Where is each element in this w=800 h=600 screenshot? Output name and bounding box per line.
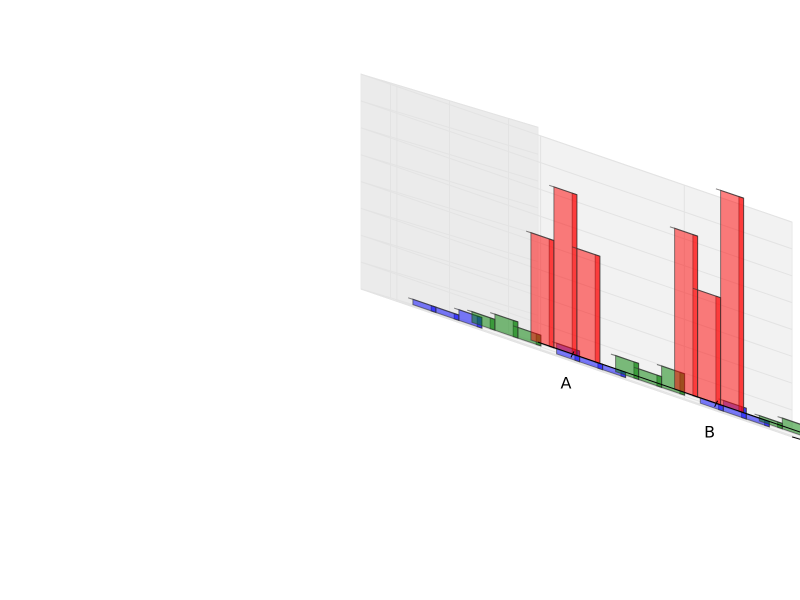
bar-sale-A-3 xyxy=(572,246,601,365)
x-tick xyxy=(570,351,575,358)
x-axis-line xyxy=(537,341,800,433)
z-gridline xyxy=(360,154,793,304)
bar-top xyxy=(715,188,744,199)
bar-sale-A-1 xyxy=(526,230,555,349)
bar-top xyxy=(572,246,601,257)
z-gridline xyxy=(360,100,793,250)
y-axis-line xyxy=(791,436,800,440)
bar-sale-B-3 xyxy=(715,188,745,414)
z-gridline xyxy=(360,181,793,330)
bar-top xyxy=(669,226,698,237)
bar-top xyxy=(754,413,783,424)
bar-top xyxy=(777,416,800,425)
axes xyxy=(537,341,800,440)
bars xyxy=(408,184,800,436)
bar-front xyxy=(697,289,722,406)
bar-top xyxy=(549,184,578,196)
z-gridline xyxy=(360,127,793,277)
tick-labels: ABCsalepeopledepartment0510152025303540 xyxy=(560,373,715,442)
bar-sale-B-1 xyxy=(669,226,699,398)
bar-top xyxy=(692,287,721,299)
bar-top xyxy=(467,309,496,320)
bar-front xyxy=(553,186,578,357)
z-gridline xyxy=(360,73,793,223)
z-gridline xyxy=(360,234,793,384)
bar-front xyxy=(720,189,745,414)
bar-people-A-2 xyxy=(490,312,519,339)
bar-front xyxy=(576,247,601,365)
bar-front xyxy=(674,227,699,398)
bar-front xyxy=(530,231,555,349)
x-tick-label-B: B xyxy=(704,423,715,442)
bar-top xyxy=(633,366,662,378)
bar-top xyxy=(490,312,519,323)
z-gridline xyxy=(360,207,793,357)
x-tick-label-A: A xyxy=(560,373,571,392)
bar-top xyxy=(526,230,555,241)
y-gridline xyxy=(390,83,800,439)
bar-top xyxy=(431,305,460,316)
x-tick xyxy=(714,400,719,407)
bar-top xyxy=(610,353,639,364)
z-gridline xyxy=(360,261,793,411)
